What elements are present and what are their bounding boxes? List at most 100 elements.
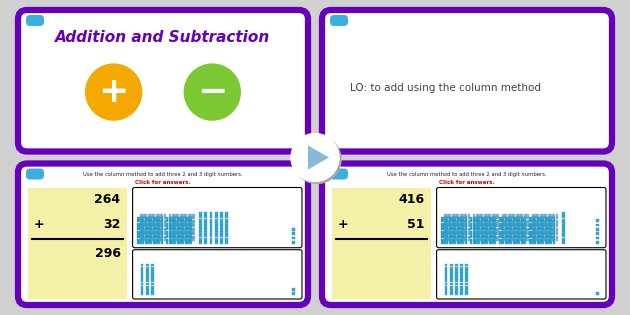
Bar: [478, 226, 480, 228]
Bar: [180, 220, 181, 222]
Bar: [515, 238, 518, 241]
Bar: [142, 233, 144, 236]
Bar: [153, 238, 155, 241]
Bar: [486, 225, 489, 227]
Bar: [446, 217, 449, 220]
Bar: [190, 238, 193, 241]
Text: Click for answers.: Click for answers.: [439, 180, 495, 185]
Bar: [505, 226, 507, 228]
Bar: [199, 215, 202, 218]
Bar: [146, 292, 149, 295]
Bar: [182, 241, 184, 244]
Bar: [524, 223, 525, 225]
Bar: [174, 220, 176, 222]
Bar: [164, 230, 166, 233]
Bar: [510, 226, 512, 228]
Bar: [545, 225, 547, 227]
Bar: [510, 217, 512, 220]
Bar: [182, 223, 184, 225]
Bar: [515, 215, 518, 217]
Bar: [161, 220, 163, 222]
Bar: [520, 223, 523, 225]
Bar: [515, 236, 518, 238]
Text: Use the column method to add three 2 and 3 digit numbers.: Use the column method to add three 2 and…: [83, 172, 243, 177]
Bar: [508, 220, 510, 222]
Bar: [507, 228, 510, 230]
Bar: [457, 222, 459, 225]
Bar: [185, 233, 187, 236]
Bar: [465, 273, 468, 276]
Bar: [489, 215, 491, 217]
Bar: [478, 217, 481, 220]
Bar: [161, 217, 163, 220]
Bar: [489, 226, 491, 228]
Bar: [467, 236, 470, 238]
Bar: [142, 238, 144, 241]
Bar: [513, 220, 515, 222]
Bar: [156, 233, 158, 235]
Bar: [537, 220, 539, 222]
Bar: [155, 217, 158, 220]
Bar: [491, 217, 493, 220]
Bar: [464, 223, 467, 225]
Bar: [539, 241, 542, 244]
Bar: [204, 222, 207, 225]
Bar: [521, 233, 524, 235]
Bar: [440, 220, 443, 222]
Bar: [518, 233, 520, 236]
Bar: [531, 223, 534, 225]
Bar: [500, 217, 501, 220]
Bar: [495, 215, 496, 217]
Bar: [532, 228, 534, 230]
Bar: [225, 228, 227, 231]
Bar: [446, 223, 448, 225]
Bar: [553, 228, 555, 230]
Bar: [460, 267, 463, 270]
Bar: [529, 231, 531, 233]
Bar: [534, 223, 536, 225]
Bar: [515, 228, 518, 230]
Bar: [188, 220, 190, 222]
Bar: [190, 228, 192, 230]
Bar: [596, 237, 599, 239]
Bar: [464, 220, 467, 222]
FancyBboxPatch shape: [18, 163, 308, 305]
Bar: [152, 223, 155, 225]
Bar: [139, 241, 142, 244]
Bar: [520, 236, 523, 238]
Bar: [444, 220, 445, 222]
Bar: [462, 236, 464, 238]
Bar: [446, 220, 448, 222]
Bar: [140, 238, 142, 241]
Bar: [444, 233, 445, 236]
Bar: [467, 228, 470, 230]
Bar: [562, 231, 565, 234]
Bar: [551, 228, 553, 230]
Bar: [164, 220, 166, 222]
Bar: [521, 222, 524, 225]
Bar: [513, 215, 515, 217]
Bar: [140, 273, 144, 276]
Bar: [531, 241, 534, 244]
Bar: [556, 230, 558, 233]
Bar: [153, 228, 155, 230]
Bar: [465, 292, 468, 295]
Bar: [542, 228, 544, 230]
Bar: [505, 230, 507, 233]
Bar: [518, 239, 520, 241]
Bar: [188, 217, 190, 220]
Bar: [510, 217, 513, 220]
Bar: [174, 226, 176, 228]
Bar: [534, 238, 537, 241]
Bar: [140, 215, 142, 217]
Bar: [449, 236, 451, 238]
Bar: [174, 231, 176, 233]
Bar: [457, 231, 459, 233]
Bar: [171, 225, 174, 227]
Bar: [465, 289, 468, 292]
Bar: [465, 228, 467, 230]
Bar: [520, 241, 523, 244]
Bar: [507, 226, 510, 228]
Bar: [215, 228, 217, 231]
Bar: [137, 228, 139, 230]
